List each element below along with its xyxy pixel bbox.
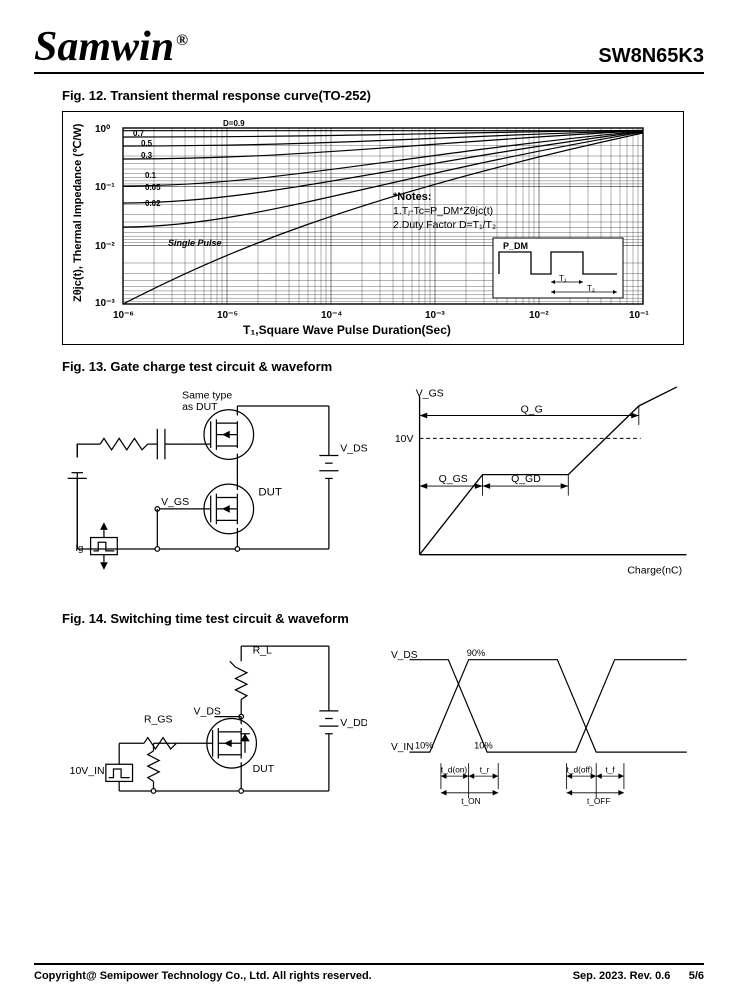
- fig12-t1: T₁: [559, 274, 567, 283]
- svg-text:10⁻³: 10⁻³: [425, 310, 445, 321]
- fig13-circuit: Same type as DUT DUT V_DS V_GS Ig: [62, 382, 367, 597]
- fig12-d07: 0.7: [133, 129, 145, 138]
- page-header: Samwin® SW8N65K3: [34, 26, 704, 74]
- fig14w-ton: t_ON: [461, 796, 480, 806]
- fig13-title: Fig. 13. Gate charge test circuit & wave…: [62, 359, 704, 374]
- fig12-note-title: *Notes:: [393, 191, 432, 203]
- fig13w-10v: 10V: [395, 434, 414, 445]
- fig13-vds: V_DS: [340, 444, 367, 455]
- fig14-waveform: V_DS V_IN 90% 10% 10% t_d(on) t_r t_ON t…: [391, 634, 696, 829]
- fig12-d09: D=0.9: [223, 119, 245, 128]
- fig12-chart: Zθjc(t), Thermal Impedance (℃/W): [62, 111, 684, 345]
- svg-text:10⁻¹: 10⁻¹: [95, 182, 115, 193]
- svg-text:10⁰: 10⁰: [95, 124, 110, 135]
- fig13-row: Same type as DUT DUT V_DS V_GS Ig: [62, 382, 696, 597]
- footer-copyright: Copyright@ Semipower Technology Co., Ltd…: [34, 970, 372, 982]
- fig12-t2: T₂: [587, 284, 595, 293]
- svg-text:10⁻⁴: 10⁻⁴: [321, 310, 342, 321]
- fig14-title: Fig. 14. Switching time test circuit & w…: [62, 611, 704, 626]
- part-number: SW8N65K3: [598, 45, 704, 68]
- fig14w-tf: t_f: [605, 764, 615, 774]
- fig13-waveform: V_GS 10V Q_G Q_GS Q_GD Charge(nC): [391, 382, 696, 597]
- fig12-note2: 2.Duty Factor D=T₁/T₂: [393, 219, 496, 231]
- fig14w-90: 90%: [467, 648, 485, 658]
- fig12-ylabel: Zθjc(t), Thermal Impedance (℃/W): [72, 123, 84, 302]
- svg-text:10⁻¹: 10⁻¹: [629, 310, 649, 321]
- fig14-circuit: R_L R_GS V_DS V_DD DUT 10V_IN: [62, 634, 367, 829]
- fig14-vdd: V_DD: [340, 718, 367, 729]
- fig14w-10b: 10%: [474, 740, 492, 750]
- fig14w-vin: V_IN: [391, 742, 414, 753]
- footer-page: 5/6: [689, 970, 704, 982]
- fig14w-tr: t_r: [480, 764, 490, 774]
- svg-text:10⁻²: 10⁻²: [95, 241, 115, 252]
- fig12-title: Fig. 12. Transient thermal response curv…: [62, 88, 704, 103]
- brand-text: Samwin: [34, 24, 174, 70]
- fig14-dut: DUT: [253, 764, 275, 775]
- fig13-same-type: Same type: [182, 390, 232, 401]
- brand-logo: Samwin®: [34, 26, 188, 68]
- fig13w-charge: Charge(nC): [627, 566, 682, 577]
- fig14w-toff: t_OFF: [587, 796, 611, 806]
- fig12-d03: 0.3: [141, 151, 153, 160]
- fig12-xlabel: T₁,Square Wave Pulse Duration(Sec): [243, 323, 451, 337]
- fig14-rl: R_L: [253, 646, 272, 657]
- fig14-row: R_L R_GS V_DS V_DD DUT 10V_IN: [62, 634, 696, 829]
- footer-rev: Sep. 2023. Rev. 0.6: [573, 970, 671, 982]
- svg-text:10⁻⁶: 10⁻⁶: [113, 310, 134, 321]
- fig12-d002: 0.02: [145, 199, 161, 208]
- fig13-vgs: V_GS: [161, 497, 189, 508]
- svg-text:10⁻³: 10⁻³: [95, 298, 115, 309]
- fig14-vds: V_DS: [194, 707, 221, 718]
- fig12-note1: 1.Tⱼ-Tc=P_DM*Zθjc(t): [393, 205, 493, 217]
- fig14-rgs: R_GS: [144, 714, 173, 725]
- fig13w-qgd: Q_GD: [511, 474, 541, 485]
- fig12-d005: 0.05: [145, 183, 161, 192]
- brand-reg: ®: [176, 32, 188, 49]
- fig12-pdm: P_DM: [503, 241, 528, 251]
- fig13-dut: DUT: [258, 487, 281, 499]
- svg-text:10⁻²: 10⁻²: [529, 310, 549, 321]
- page-footer: Copyright@ Semipower Technology Co., Ltd…: [34, 963, 704, 982]
- fig14w-10a: 10%: [415, 740, 433, 750]
- fig14w-tdoff: t_d(off): [567, 764, 593, 774]
- fig14w-vds: V_DS: [391, 650, 418, 661]
- svg-text:10⁻⁵: 10⁻⁵: [217, 310, 238, 321]
- fig14-10vin: 10V_IN: [70, 766, 105, 777]
- fig14w-tdon: t_d(on): [441, 764, 468, 774]
- fig13-ig: Ig: [75, 543, 83, 554]
- fig12-d05: 0.5: [141, 139, 153, 148]
- fig12-d01: 0.1: [145, 171, 157, 180]
- fig13-as-dut: as DUT: [182, 402, 218, 413]
- fig12-single-pulse: Single Pulse: [168, 238, 222, 248]
- fig13w-qgs: Q_GS: [439, 474, 468, 485]
- fig13w-qg: Q_G: [521, 405, 543, 416]
- fig13w-vgs: V_GS: [416, 388, 444, 399]
